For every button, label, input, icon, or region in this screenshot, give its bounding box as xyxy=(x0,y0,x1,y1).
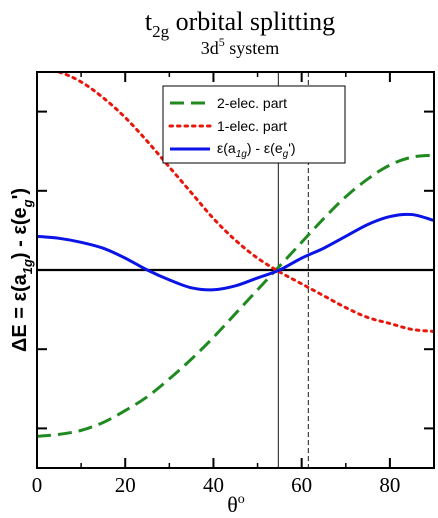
legend-label-difference-part2: ) - ε(e xyxy=(247,140,283,156)
x-tick-label-20: 20 xyxy=(115,473,136,497)
legend-label-difference: ε(a1g) - ε(eg') xyxy=(217,140,296,160)
legend-label-difference-part1: ε(a xyxy=(217,140,236,156)
legend-label-difference-sub2: g xyxy=(283,149,289,160)
chart-subtitle-rest: system xyxy=(225,38,280,58)
chart-title-subscript: 2g xyxy=(152,22,170,41)
y-axis-label: ΔE = ε(a1g) - ε(eg') xyxy=(9,188,35,352)
chart-title-rest: orbital splitting xyxy=(169,7,335,36)
x-axis-label-superscript: o xyxy=(238,492,245,507)
difference-series xyxy=(37,212,434,292)
legend-label-difference-sub1: 1g xyxy=(236,149,248,160)
x-tick-label-80: 80 xyxy=(379,473,400,497)
chart-title-main: t xyxy=(145,7,153,36)
plot-area: 0 20 40 60 80 xyxy=(32,71,435,497)
x-axis-ticks: 0 20 40 60 80 xyxy=(32,72,400,497)
chart-subtitle-superscript: 5 xyxy=(219,35,225,49)
y-axis-label-part1: ΔE = ε(a xyxy=(9,273,31,352)
series-layer xyxy=(37,72,434,438)
x-axis-label: θo xyxy=(227,492,245,517)
legend-label-2-elec: 2-elec. part xyxy=(217,95,287,111)
y-axis-label-sub2: g xyxy=(20,199,35,208)
chart-subtitle: 3d5 system xyxy=(201,35,280,58)
y-axis-label-part2: ) - ε(e xyxy=(9,207,31,259)
x-tick-label-60: 60 xyxy=(291,473,312,497)
y-axis-label-sub1: 1g xyxy=(20,259,35,274)
one-electron-series xyxy=(52,72,434,333)
x-tick-label-40: 40 xyxy=(203,473,224,497)
x-tick-label-0: 0 xyxy=(32,473,43,497)
y-axis-label-part3: ') xyxy=(9,188,31,199)
chart-subtitle-main: 3d xyxy=(201,38,219,58)
chart-title: t2g orbital splitting xyxy=(145,7,335,41)
y-axis-ticks xyxy=(37,110,434,430)
legend-label-1-elec: 1-elec. part xyxy=(217,118,287,134)
x-axis-label-main: θ xyxy=(227,492,238,517)
legend-label-difference-part3: ') xyxy=(288,140,295,156)
two-electron-series xyxy=(37,153,434,438)
legend: 2-elec. part 1-elec. part ε(a1g) - ε(eg'… xyxy=(162,85,346,164)
